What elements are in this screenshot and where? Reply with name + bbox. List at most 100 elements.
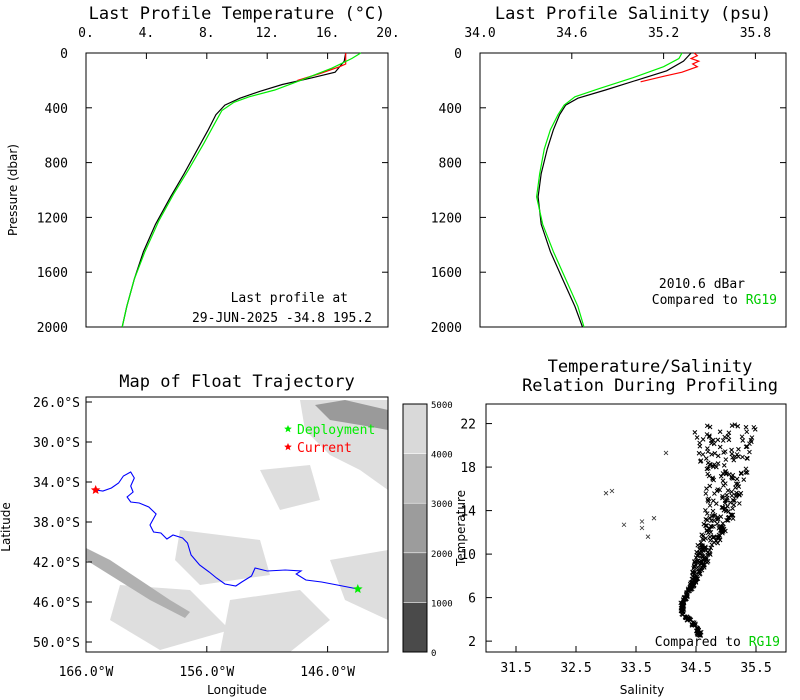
ts-x-tick-label: 35.5 [740, 661, 771, 676]
salinity-annotation-ref: RG19 [746, 293, 777, 308]
ts-data-point [731, 457, 737, 463]
colorbar-swatch [402, 502, 428, 554]
ts-y-tick-label: 10 [460, 548, 476, 563]
colorbar-tick-label: 5000 [431, 401, 453, 411]
ts-data-point [731, 502, 737, 508]
ts-data-point [692, 559, 698, 565]
ts-data-point [707, 552, 713, 557]
temperature-y-tick-label: 2000 [37, 321, 68, 336]
ts-data-point [686, 616, 692, 621]
salinity-series-line-1 [640, 52, 701, 83]
ts-data-point [704, 432, 710, 437]
ts-data-point [703, 456, 709, 461]
map-seamount-region [315, 400, 388, 430]
map-frame [85, 396, 389, 653]
map-y-tick-label: 26.0°S [33, 396, 80, 411]
ts-y-tick-label: 18 [460, 461, 476, 476]
ts-data-point [720, 495, 725, 501]
salinity-x-tick-label: 34.6 [556, 26, 587, 41]
colorbar-tick-label: 2000 [431, 550, 453, 560]
ts-y-tick-label: 2 [468, 635, 476, 650]
temperature-title: Last Profile Temperature (°C) [89, 4, 386, 24]
ts-xlabel: Salinity [620, 683, 664, 697]
ts-y-tick-label: 14 [460, 505, 476, 520]
ts-data-point [734, 452, 740, 457]
ts-data-point [707, 433, 712, 439]
ts-outlier-point [603, 490, 609, 496]
ts-data-point [722, 434, 728, 440]
ts-data-point [747, 441, 752, 447]
map-bathymetry-region [220, 590, 330, 652]
ts-data-point [709, 452, 715, 457]
ts-data-point [711, 524, 716, 529]
ts-data-point [722, 449, 728, 454]
ts-data-point [699, 532, 705, 538]
ts-data-point [743, 466, 749, 472]
ts-data-point [729, 493, 735, 499]
ts-data-point [705, 446, 710, 451]
salinity-y-tick-label: 1200 [431, 211, 462, 226]
colorbar-swatch [402, 552, 428, 603]
salinity-y-tick-label: 800 [439, 157, 462, 172]
ts-data-point [704, 560, 710, 565]
ts-data-point [691, 620, 697, 625]
ts-outlier-point [663, 450, 669, 456]
temperature-annotation-line2: 29-JUN-2025 -34.8 195.2 [192, 311, 372, 326]
ts-data-point [717, 487, 723, 493]
ts-data-point [736, 446, 741, 452]
salinity-y-tick-label: 1600 [431, 266, 462, 281]
colorbar-tick-label: 1000 [431, 599, 453, 609]
ts-y-tick-label: 6 [468, 592, 476, 607]
ts-outlier-point [609, 488, 615, 494]
ts-data-point [712, 451, 718, 456]
map-xlabel: Longitude [207, 683, 267, 697]
ts-data-point [696, 632, 702, 638]
map-x-tick-label: 156.0°W [179, 665, 234, 680]
temperature-y-tick-label: 800 [45, 157, 68, 172]
ts-data-point [734, 490, 739, 496]
ts-x-tick-label: 31.5 [500, 661, 531, 676]
ts-data-point [685, 616, 691, 622]
salinity-y-tick-label: 0 [454, 47, 462, 62]
ts-data-point [704, 517, 710, 523]
ts-data-point [726, 437, 732, 443]
colorbar-tick-label: 4000 [431, 451, 453, 461]
ts-plot-frame [485, 403, 787, 653]
legend-deployment-label: Deployment [297, 423, 375, 438]
ts-data-point [729, 475, 735, 481]
ts-data-point [709, 513, 715, 519]
ts-data-point [710, 437, 716, 443]
colorbar-swatch [402, 453, 428, 504]
ts-data-point [729, 489, 734, 495]
temperature-plot-frame [85, 52, 389, 328]
temperature-y-tick-label: 1600 [37, 266, 68, 281]
ts-data-point [700, 562, 706, 568]
ts-data-point [744, 455, 750, 461]
ts-data-point [715, 540, 721, 546]
ts-annotation: Compared to RG19 [655, 635, 780, 650]
temperature-x-tick-label: 4. [139, 26, 155, 41]
temperature-x-tick-label: 12. [255, 26, 278, 41]
ts-data-point [720, 478, 726, 484]
temperature-series-line-2 [121, 52, 362, 328]
ts-data-point [749, 435, 755, 440]
temperature-ylabel: Pressure (dbar) [6, 144, 20, 236]
ts-annotation-ref: RG19 [749, 635, 780, 650]
ts-data-point [738, 471, 744, 477]
ts-data-point [682, 594, 688, 600]
temperature-series-line-0 [121, 52, 347, 328]
salinity-x-tick-label: 35.2 [648, 26, 679, 41]
ts-data-point [748, 437, 754, 443]
ts-outlier-point [639, 525, 645, 531]
colorbar-tick-label: 0 [431, 649, 436, 659]
ts-data-point [729, 512, 735, 518]
ts-data-point [708, 545, 714, 551]
ts-data-point [725, 488, 731, 493]
ts-data-point [722, 505, 728, 511]
ts-y-tick-label: 22 [460, 418, 476, 433]
ts-data-point [741, 477, 747, 482]
ts-data-point [726, 430, 732, 436]
ts-data-point [696, 450, 702, 456]
ts-data-point [740, 438, 746, 443]
